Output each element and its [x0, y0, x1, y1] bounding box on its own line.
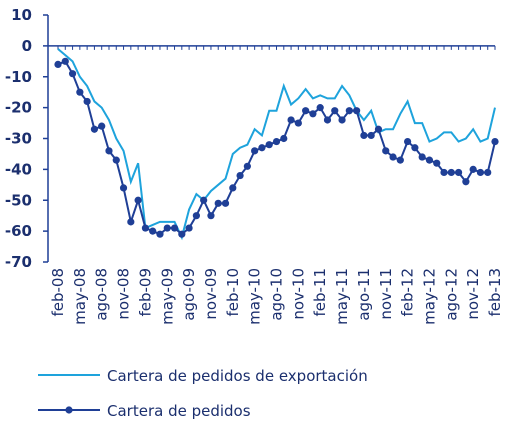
point [389, 153, 397, 161]
x-tick-label: ago-09 [180, 268, 198, 321]
x-tick-label: ago-10 [268, 268, 286, 321]
legend-label: Cartera de pedidos [107, 402, 251, 420]
point [112, 156, 120, 164]
point [68, 70, 77, 78]
legend-label: Cartera de pedidos de exportación [107, 367, 368, 385]
point [433, 159, 441, 167]
point [287, 116, 295, 124]
point [185, 224, 193, 232]
x-tick-label: feb-11 [311, 268, 329, 317]
point [105, 147, 113, 155]
point [294, 119, 302, 127]
point [251, 147, 259, 155]
point [476, 168, 485, 177]
x-tick-label: may-08 [71, 268, 89, 325]
point [90, 125, 99, 133]
point [302, 107, 310, 115]
point [425, 156, 434, 164]
point [221, 199, 230, 207]
point [207, 212, 215, 220]
point [127, 218, 135, 226]
x-tick-label: nov-09 [202, 268, 220, 320]
x-tick-label: nov-10 [289, 268, 307, 320]
point [243, 162, 251, 170]
x-tick-label: feb-12 [399, 268, 417, 317]
legend-marker [65, 406, 73, 414]
point [338, 116, 346, 124]
x-tick-label: feb-10 [224, 268, 242, 317]
point [491, 137, 499, 146]
point [345, 107, 353, 115]
point [323, 116, 332, 124]
point [353, 107, 361, 115]
x-tick-label: ago-08 [93, 268, 111, 321]
point [309, 110, 317, 118]
point [316, 104, 324, 112]
y-tick-label: -50 [5, 191, 32, 209]
y-tick-label: -20 [5, 99, 32, 117]
point [200, 196, 208, 204]
x-tick-label: feb-09 [136, 268, 154, 317]
x-tick-label: may-10 [246, 268, 264, 325]
y-tick-label: -40 [5, 160, 32, 178]
point [484, 168, 492, 177]
point [272, 137, 281, 146]
point [258, 144, 266, 152]
point [83, 97, 91, 106]
point [163, 224, 171, 232]
point [214, 199, 222, 207]
point [54, 60, 62, 68]
point [149, 227, 157, 235]
point [192, 212, 200, 220]
point [447, 168, 455, 177]
y-tick-label: -70 [5, 253, 32, 271]
x-tick-label: nov-12 [464, 268, 482, 320]
x-tick-label: ago-12 [442, 268, 460, 321]
point [404, 137, 412, 146]
point [367, 131, 375, 140]
y-tick-label: 0 [22, 37, 32, 55]
point [454, 168, 463, 177]
point [280, 134, 288, 143]
x-tick-label: may-12 [420, 268, 438, 325]
point [178, 230, 186, 238]
point [265, 141, 273, 149]
series-line [57, 48, 496, 241]
point [360, 131, 368, 140]
point [141, 224, 149, 232]
series-line [57, 60, 496, 236]
point [236, 171, 244, 180]
point [156, 230, 164, 238]
point [382, 147, 390, 155]
point [469, 165, 477, 173]
point [76, 88, 84, 96]
point [440, 168, 448, 177]
x-tick-label: feb-13 [486, 268, 504, 317]
point [418, 153, 426, 161]
point [61, 57, 69, 65]
point [462, 178, 470, 186]
point [134, 196, 142, 204]
x-tick-label: feb-08 [49, 268, 67, 317]
point [98, 122, 106, 130]
point [119, 184, 128, 192]
y-tick-label: 10 [11, 6, 32, 24]
y-tick-label: -10 [5, 68, 32, 86]
x-tick-label: nov-08 [115, 268, 133, 320]
x-tick-label: may-11 [333, 268, 351, 325]
point [396, 156, 404, 164]
point [411, 144, 419, 152]
y-tick-label: -30 [5, 130, 32, 148]
x-tick-label: ago-11 [355, 268, 373, 321]
x-tick-label: nov-11 [377, 268, 395, 320]
x-tick-label: may-09 [158, 268, 176, 325]
y-tick-label: -60 [5, 222, 32, 240]
point [331, 107, 339, 115]
point [229, 184, 237, 192]
point [170, 224, 179, 232]
point [374, 125, 383, 133]
